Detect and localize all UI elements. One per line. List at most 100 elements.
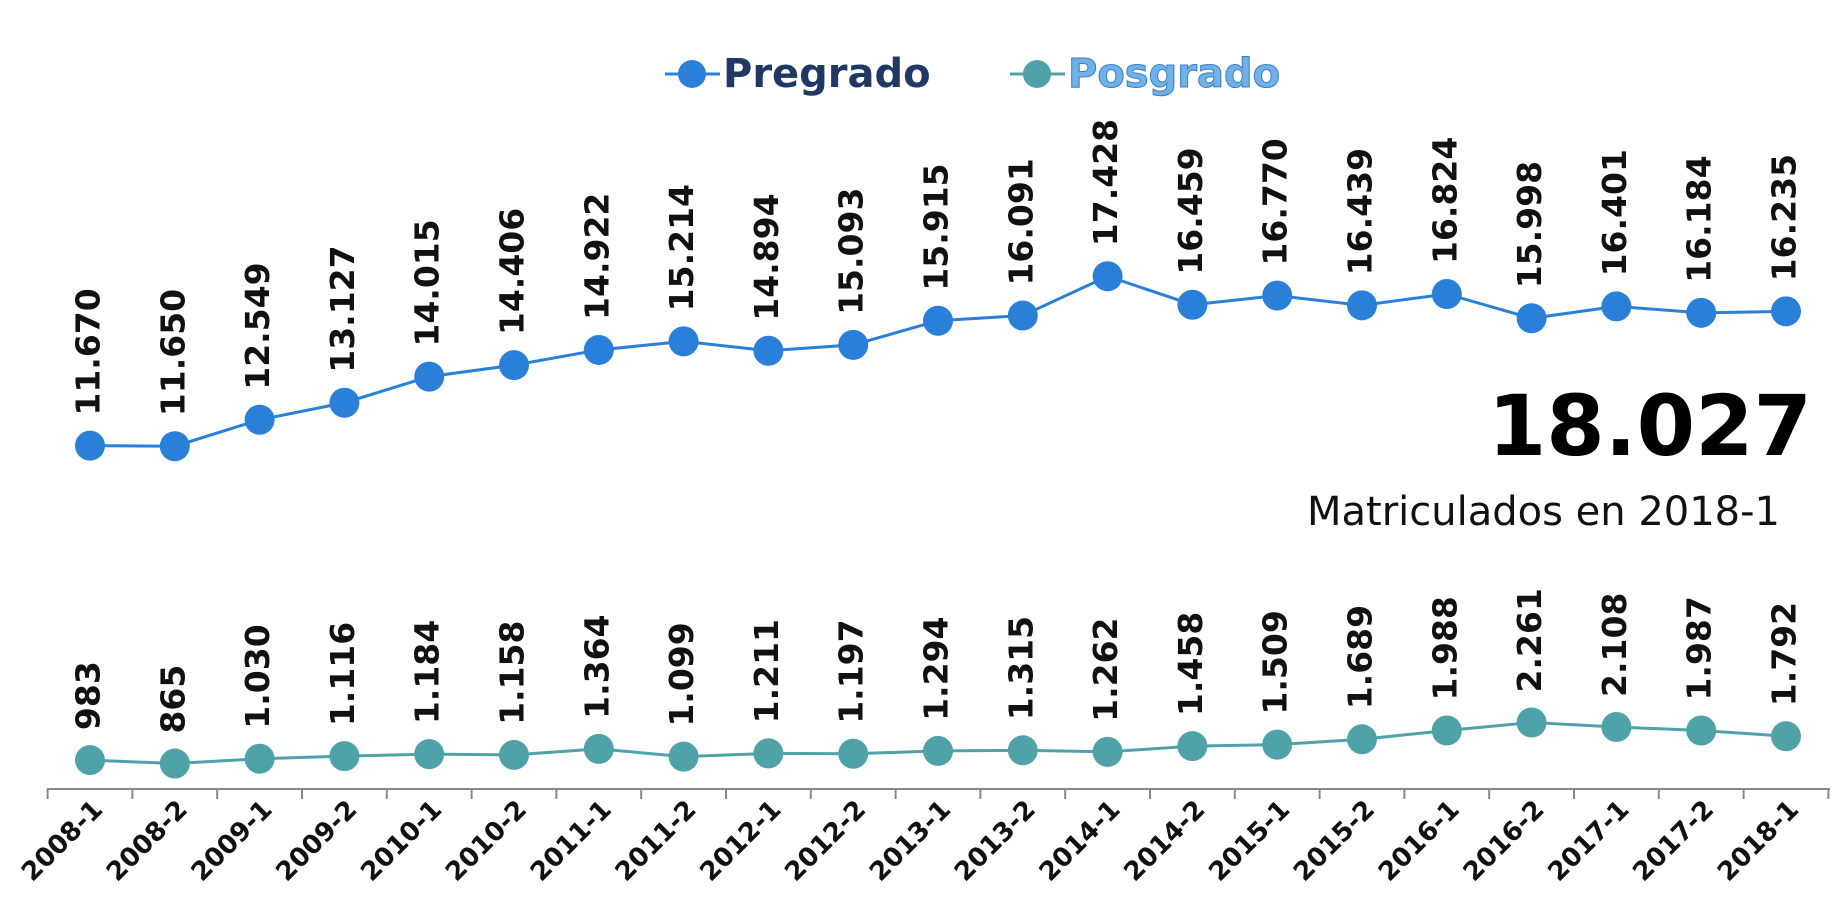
x-tick-label: 2008-1 — [16, 795, 109, 888]
data-label: 1.458 — [1171, 612, 1210, 716]
legend-marker — [678, 60, 706, 88]
data-label: 1.158 — [493, 621, 532, 725]
x-tick-label: 2013-2 — [949, 795, 1042, 888]
data-point — [583, 733, 614, 764]
data-point — [244, 743, 275, 774]
data-label: 1.988 — [1425, 596, 1464, 700]
data-point — [1347, 724, 1377, 755]
data-point — [1177, 731, 1208, 762]
data-point — [1007, 300, 1038, 331]
data-point — [1771, 296, 1801, 327]
x-tick-label: 2008-2 — [101, 795, 194, 888]
x-tick-label: 2012-1 — [695, 795, 788, 888]
data-label: 14.015 — [408, 219, 447, 346]
data-label: 1.184 — [408, 620, 447, 724]
data-point — [244, 404, 275, 435]
data-label: 1.262 — [1086, 617, 1125, 721]
legend-label: Pregrado — [723, 51, 931, 97]
data-point — [583, 334, 614, 365]
data-point — [923, 305, 953, 336]
data-label: 1.030 — [238, 624, 277, 728]
x-tick-label: 2018-1 — [1712, 795, 1805, 888]
data-point — [1431, 278, 1462, 309]
data-label: 16.091 — [1001, 158, 1040, 285]
x-tick-label: 2017-1 — [1543, 795, 1636, 888]
data-label: 2.108 — [1595, 593, 1634, 697]
data-label: 865 — [153, 665, 192, 734]
data-point — [1092, 736, 1123, 767]
data-label: 2.261 — [1510, 588, 1549, 692]
legend: Pregrado Posgrado — [665, 51, 1281, 98]
data-point — [1431, 715, 1462, 746]
data-point — [329, 387, 360, 418]
data-label: 16.439 — [1341, 148, 1380, 275]
data-label: 14.922 — [577, 193, 616, 320]
data-label: 11.650 — [153, 289, 192, 416]
data-point — [1092, 261, 1123, 292]
data-label: 1.099 — [662, 622, 701, 726]
x-tick-label: 2009-1 — [186, 795, 279, 888]
data-point — [1686, 715, 1717, 746]
data-label: 1.364 — [577, 614, 616, 718]
data-point — [838, 329, 869, 360]
data-label: 15.915 — [917, 163, 956, 290]
data-point — [1347, 290, 1377, 321]
annotation-total: 18.027 — [1488, 377, 1812, 475]
x-tick-label: 2010-1 — [355, 795, 448, 888]
legend-marker — [1023, 60, 1051, 88]
data-label: 1.197 — [832, 619, 871, 723]
data-point — [1601, 291, 1632, 322]
data-label: 14.406 — [493, 208, 532, 335]
data-label: 15.214 — [662, 184, 701, 311]
data-label: 1.689 — [1341, 605, 1380, 709]
x-tick-label: 2011-1 — [525, 795, 618, 888]
x-tick-label: 2010-2 — [440, 795, 533, 888]
data-point — [75, 745, 105, 776]
data-point — [753, 335, 784, 366]
data-label: 1.211 — [747, 619, 786, 723]
data-label: 1.987 — [1680, 596, 1719, 700]
x-tick-label: 2016-1 — [1373, 795, 1466, 888]
data-point — [1262, 280, 1293, 311]
data-label: 15.998 — [1510, 161, 1549, 288]
data-label: 16.184 — [1680, 155, 1719, 282]
x-tick-label: 2012-2 — [779, 795, 872, 888]
data-point — [1601, 711, 1632, 742]
data-point — [1262, 729, 1293, 760]
data-point — [499, 350, 529, 381]
data-point — [1771, 721, 1801, 752]
data-label: 13.127 — [323, 245, 362, 372]
x-tick-label: 2015-1 — [1203, 795, 1296, 888]
data-label: 16.235 — [1765, 154, 1804, 281]
x-tick-label: 2016-2 — [1458, 795, 1551, 888]
data-point — [499, 739, 529, 770]
data-label: 1.315 — [1001, 616, 1040, 720]
data-point — [1686, 297, 1717, 328]
data-point — [923, 735, 953, 766]
data-label: 1.509 — [1256, 610, 1295, 714]
x-tick-label: 2014-1 — [1034, 795, 1127, 888]
data-label: 16.824 — [1425, 137, 1464, 264]
data-label: 15.093 — [832, 188, 871, 315]
x-tick-label: 2015-2 — [1288, 795, 1381, 888]
data-point — [414, 361, 445, 392]
data-point — [753, 738, 784, 769]
data-point — [1516, 303, 1547, 334]
x-tick-label: 2009-2 — [271, 795, 364, 888]
x-tick-label: 2014-2 — [1119, 795, 1212, 888]
data-point — [1177, 289, 1208, 320]
data-point — [159, 431, 190, 462]
data-label: 17.428 — [1086, 119, 1125, 246]
data-label: 983 — [69, 661, 108, 730]
x-tick-label: 2017-2 — [1627, 795, 1720, 888]
data-point — [838, 738, 869, 769]
data-point — [668, 741, 699, 772]
legend-label: Posgrado — [1068, 51, 1280, 97]
data-label: 1.294 — [917, 617, 956, 721]
data-label: 16.770 — [1256, 138, 1295, 265]
data-point — [1007, 735, 1038, 766]
data-point — [159, 748, 190, 779]
x-tick-label: 2013-1 — [864, 795, 957, 888]
data-point — [75, 430, 105, 461]
